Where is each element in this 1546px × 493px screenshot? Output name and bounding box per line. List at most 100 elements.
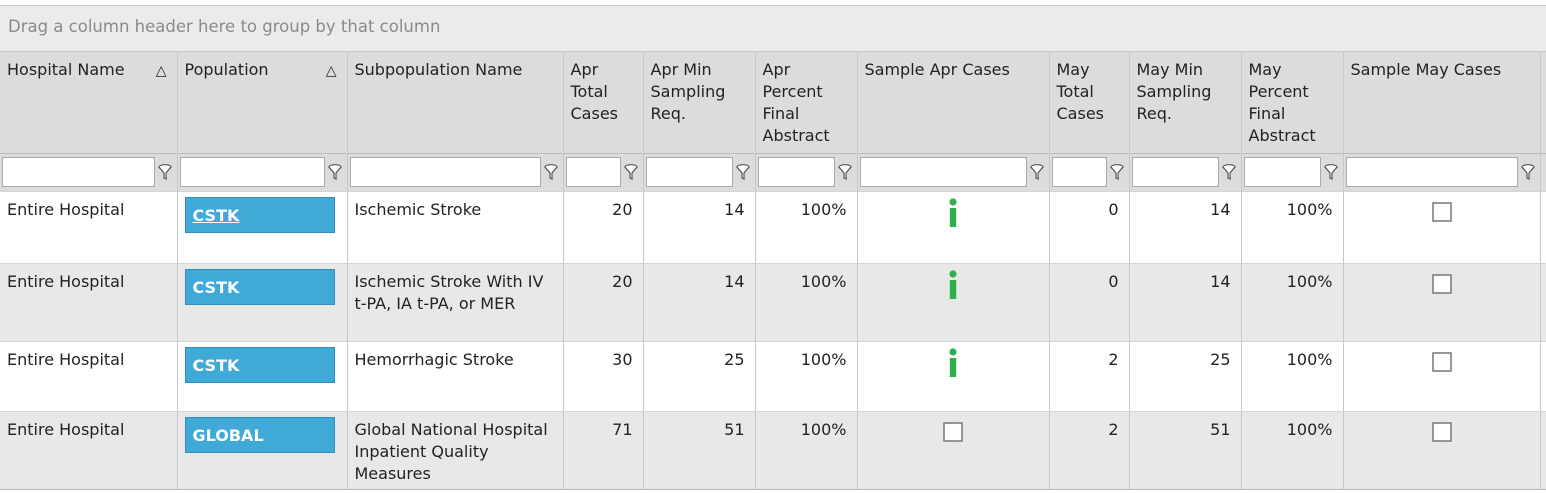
column-header[interactable]: Apr Total Cases	[563, 51, 644, 154]
filter-input[interactable]	[179, 157, 325, 187]
info-icon[interactable]	[948, 198, 958, 228]
header-filler	[1540, 51, 1546, 154]
sample-may-cell	[1343, 341, 1541, 412]
column-header[interactable]: Subpopulation Name	[347, 51, 564, 154]
checkbox[interactable]	[1431, 422, 1452, 442]
filter-cell	[1343, 153, 1541, 192]
column-title: Apr Total Cases	[570, 60, 619, 123]
subpopulation-name: Ischemic Stroke	[347, 191, 564, 264]
subpopulation-name: Global National Hospital Inpatient Quali…	[347, 411, 564, 489]
hospital-name: Entire Hospital	[0, 341, 178, 412]
filter-input[interactable]	[757, 157, 835, 187]
filter-input[interactable]	[565, 157, 621, 187]
sample-may-cell	[1343, 411, 1541, 489]
population-cell: CSTK	[177, 191, 348, 264]
apr-percent-final: 100%	[755, 191, 858, 264]
filter-wrap	[2, 157, 175, 187]
filter-cell	[1049, 153, 1130, 192]
filter-icon[interactable]	[327, 164, 342, 180]
info-icon[interactable]	[948, 270, 958, 300]
filter-icon[interactable]	[1520, 164, 1535, 180]
checkbox[interactable]	[1431, 274, 1452, 294]
column-header[interactable]: Apr Min Sampling Req.	[643, 51, 756, 154]
apr-total-cases: 71	[563, 411, 644, 489]
hospital-name: Entire Hospital	[0, 263, 178, 342]
filter-wrap	[565, 157, 641, 187]
column-header[interactable]: May Percent Final Abstract	[1241, 51, 1344, 154]
column-header[interactable]: May Total Cases	[1049, 51, 1130, 154]
may-min-sampling: 51	[1129, 411, 1242, 489]
data-row: Entire Hospital CSTK Ischemic Stroke With …	[0, 263, 1546, 342]
hospital-name: Entire Hospital	[0, 191, 178, 264]
filter-icon[interactable]	[735, 164, 750, 180]
may-total-cases: 2	[1049, 341, 1130, 412]
column-title: Apr Min Sampling Req.	[650, 60, 726, 123]
filter-input[interactable]	[1131, 157, 1219, 187]
sample-may-cell	[1343, 191, 1541, 264]
filter-input[interactable]	[2, 157, 155, 187]
filter-wrap	[349, 157, 561, 187]
filter-wrap	[757, 157, 855, 187]
population-button[interactable]: GLOBAL	[184, 417, 335, 453]
population-button[interactable]: CSTK	[184, 197, 335, 233]
filter-icon[interactable]	[543, 164, 558, 180]
sort-indicator: △	[155, 63, 167, 79]
may-total-cases: 2	[1049, 411, 1130, 489]
population-button[interactable]: CSTK	[184, 269, 335, 305]
filter-icon[interactable]	[157, 164, 172, 180]
filter-input[interactable]	[1243, 157, 1321, 187]
filter-input[interactable]	[349, 157, 541, 187]
may-min-sampling: 14	[1129, 263, 1242, 342]
data-row: Entire Hospital CSTK Hemorrhagic Stroke 30 2…	[0, 341, 1546, 412]
column-title: Hospital Name	[7, 60, 125, 79]
filter-input[interactable]	[645, 157, 733, 187]
filter-cell	[643, 153, 756, 192]
column-title: May Min Sampling Req.	[1136, 60, 1212, 123]
filter-cell	[1241, 153, 1344, 192]
filter-icon[interactable]	[1221, 164, 1236, 180]
sample-apr-cell	[857, 191, 1050, 264]
filter-input[interactable]	[859, 157, 1027, 187]
filter-wrap	[1131, 157, 1239, 187]
may-total-cases: 0	[1049, 191, 1130, 264]
column-header[interactable]: May Min Sampling Req.	[1129, 51, 1242, 154]
filter-wrap	[1243, 157, 1341, 187]
apr-min-sampling: 25	[643, 341, 756, 412]
filter-cell	[1129, 153, 1242, 192]
population-button[interactable]: CSTK	[184, 347, 335, 383]
filter-input[interactable]	[1345, 157, 1518, 187]
column-header[interactable]: Sample May Cases	[1343, 51, 1541, 154]
subpopulation-name: Ischemic Stroke With IV t-PA, IA t-PA, o…	[347, 263, 564, 342]
checkbox[interactable]	[1431, 352, 1452, 372]
filter-cell	[347, 153, 564, 192]
apr-total-cases: 20	[563, 263, 644, 342]
filter-icon[interactable]	[623, 164, 638, 180]
data-row: Entire Hospital CSTK Ischemic Stroke 20 14 10…	[0, 191, 1546, 264]
apr-total-cases: 30	[563, 341, 644, 412]
column-header[interactable]: Hospital Name △	[0, 51, 178, 154]
data-grid: Drag a column header here to group by th…	[0, 5, 1546, 490]
column-header[interactable]: Sample Apr Cases	[857, 51, 1050, 154]
info-icon[interactable]	[948, 348, 958, 378]
filter-input[interactable]	[1051, 157, 1107, 187]
filter-cell	[0, 153, 178, 192]
filter-icon[interactable]	[837, 164, 852, 180]
column-header[interactable]: Apr Percent Final Abstract	[755, 51, 858, 154]
filter-wrap	[859, 157, 1047, 187]
checkbox[interactable]	[943, 422, 963, 442]
checkbox[interactable]	[1431, 202, 1452, 222]
apr-min-sampling: 14	[643, 191, 756, 264]
filter-icon[interactable]	[1029, 164, 1044, 180]
group-panel[interactable]: Drag a column header here to group by th…	[0, 6, 1546, 51]
data-row: Entire Hospital GLOBAL Global National Hos…	[0, 411, 1546, 489]
filter-icon[interactable]	[1109, 164, 1124, 180]
column-title: Population	[184, 60, 269, 79]
column-header[interactable]: Population △	[177, 51, 348, 154]
filter-icon[interactable]	[1323, 164, 1338, 180]
may-min-sampling: 25	[1129, 341, 1242, 412]
column-title: May Percent Final Abstract	[1248, 60, 1316, 145]
filter-cell	[857, 153, 1050, 192]
filter-wrap	[179, 157, 345, 187]
may-percent-final: 100%	[1241, 191, 1344, 264]
